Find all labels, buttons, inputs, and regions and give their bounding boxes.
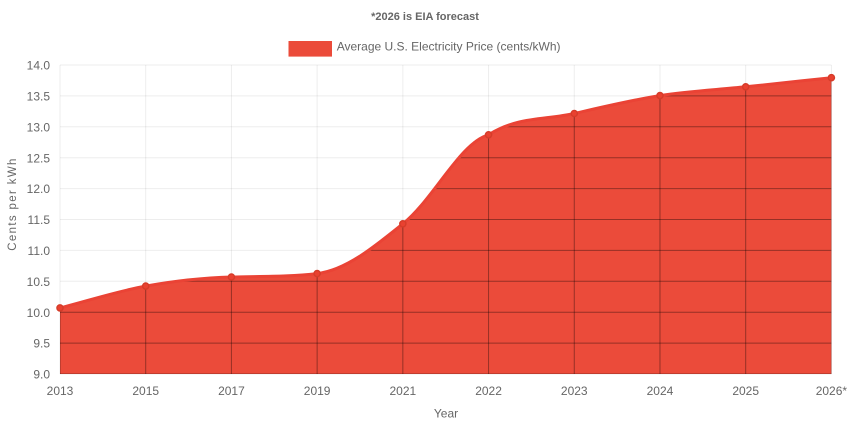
svg-text:2023: 2023 xyxy=(561,384,588,398)
svg-text:2022: 2022 xyxy=(475,384,502,398)
svg-text:11.5: 11.5 xyxy=(28,213,51,227)
svg-text:13.5: 13.5 xyxy=(27,90,51,104)
svg-text:2021: 2021 xyxy=(389,384,416,398)
svg-text:2019: 2019 xyxy=(304,384,331,398)
svg-text:*2026 is EIA forecast: *2026 is EIA forecast xyxy=(371,11,479,23)
svg-text:2017: 2017 xyxy=(218,384,245,398)
svg-text:13.0: 13.0 xyxy=(27,120,51,134)
svg-text:2026*: 2026* xyxy=(816,384,848,398)
svg-text:Cents per kWh: Cents per kWh xyxy=(7,157,19,251)
svg-text:14.0: 14.0 xyxy=(27,59,51,73)
svg-text:2015: 2015 xyxy=(132,384,159,398)
svg-text:Average U.S. Electricity Price: Average U.S. Electricity Price (cents/kW… xyxy=(337,40,561,54)
svg-text:2024: 2024 xyxy=(647,384,674,398)
svg-text:2013: 2013 xyxy=(47,384,74,398)
svg-text:10.0: 10.0 xyxy=(27,306,51,320)
svg-text:11.0: 11.0 xyxy=(28,244,51,258)
svg-text:9.5: 9.5 xyxy=(33,337,50,351)
svg-text:10.5: 10.5 xyxy=(27,275,51,289)
svg-text:9.0: 9.0 xyxy=(33,368,50,382)
svg-text:12.0: 12.0 xyxy=(27,182,51,196)
svg-text:Year: Year xyxy=(434,407,458,421)
svg-text:12.5: 12.5 xyxy=(27,151,51,165)
svg-text:2025: 2025 xyxy=(732,384,759,398)
